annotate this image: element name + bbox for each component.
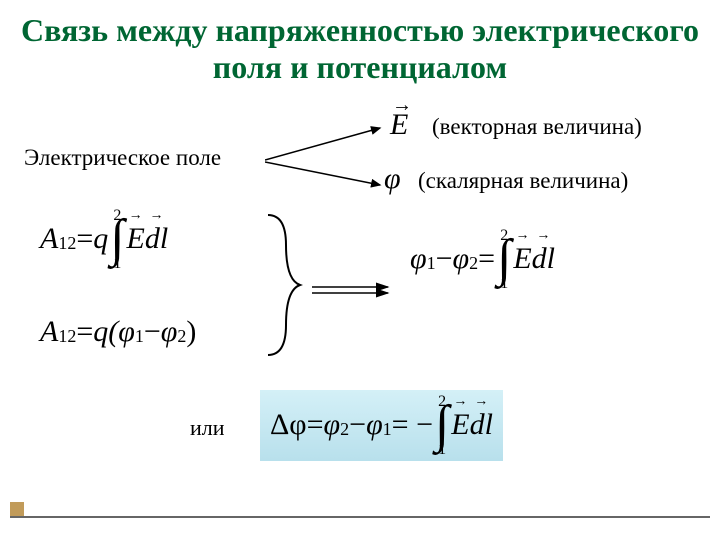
formula-work-potential: A12 = q(φ1 − φ2 ) xyxy=(40,315,196,349)
or-label: или xyxy=(190,415,225,441)
corner-square-icon xyxy=(10,502,24,516)
formula-work-integral: A12 = q 2 ∫ 1 Edl xyxy=(40,210,168,269)
slide-title: Связь между напряженностью электрическог… xyxy=(0,0,720,90)
vector-quantity-label: (векторная величина) xyxy=(432,114,642,140)
implies-arrow xyxy=(310,275,400,305)
branching-arrows xyxy=(265,120,395,200)
footer-line xyxy=(10,516,710,518)
phi-symbol: φ xyxy=(384,162,401,196)
scalar-quantity-label: (скалярная величина) xyxy=(418,168,628,194)
formula-potential-difference: φ1 − φ2 = 2 ∫ 1 Edl xyxy=(410,230,555,289)
e-vector-symbol: → E xyxy=(390,108,408,142)
formula-delta-phi-highlight: Δφ = φ2 − φ1 = − 2 ∫ 1 Edl xyxy=(260,390,503,461)
electric-field-label: Электрическое поле xyxy=(24,145,221,171)
curly-brace xyxy=(258,210,308,360)
